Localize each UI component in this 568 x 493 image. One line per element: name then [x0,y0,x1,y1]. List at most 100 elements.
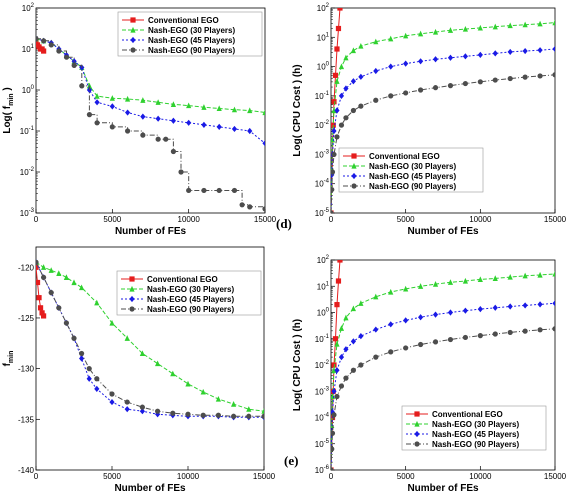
data-point [388,321,394,328]
data-point [41,264,47,270]
data-point [338,92,345,99]
y-tick-label: 100 [22,85,35,95]
data-point [522,74,528,80]
data-point [334,367,340,374]
data-point [477,79,483,85]
data-point [170,370,176,377]
data-point [552,326,555,332]
y-tick-label: 101 [317,32,330,42]
data-point [86,112,93,118]
data-point [552,45,555,53]
legend-marker [351,153,357,159]
x-tick-label: 15000 [544,472,567,481]
data-point [331,367,337,373]
data-point [39,310,45,316]
data-point [331,446,335,452]
data-point [537,20,543,27]
y-tick-label: 10-2 [315,360,330,370]
series-line-3 [331,302,555,470]
data-point [94,120,100,126]
legend-label: Nash-EGO (45 Players) [432,430,519,439]
data-point [373,354,379,360]
data-point [261,413,264,419]
data-point [178,169,184,175]
data-point [56,270,62,276]
data-point [125,128,131,134]
data-point [332,336,339,342]
data-point [350,305,356,312]
data-point [462,80,468,87]
legend-label: Conventional EGO [148,16,219,25]
data-point [200,412,206,418]
data-point [338,63,345,70]
data-point [492,304,498,311]
data-point [477,305,483,313]
data-point [332,72,339,78]
data-point [522,47,528,55]
series-line-2 [331,22,555,213]
legend-marker [414,430,420,438]
y-tick-label: 10-3 [20,208,35,218]
data-point [185,380,191,387]
data-point [522,328,528,334]
data-point [139,404,145,410]
data-point [94,93,100,99]
data-point [36,264,39,270]
data-point [246,413,252,419]
data-point [338,122,345,128]
data-point [522,272,528,279]
data-point [247,107,253,114]
data-point [37,305,44,311]
data-point [247,204,253,210]
data-point [185,411,191,417]
data-point [350,338,356,345]
data-point [124,406,130,413]
legend-label: Nash-EGO (30 Players) [369,162,456,171]
series-line-4 [331,328,555,470]
data-point [337,260,343,263]
data-point [492,23,498,30]
data-point [331,362,337,368]
data-point [373,67,379,75]
legend-label: Nash-EGO (30 Players) [148,26,235,35]
data-point [246,406,252,412]
y-tick-label: 10-2 [315,120,330,130]
data-point [358,42,364,49]
data-point [109,124,115,130]
data-point [335,278,342,284]
data-point [343,375,349,381]
data-point [163,136,169,142]
data-point [537,271,543,278]
data-point [418,341,424,348]
data-point [139,408,145,415]
y-tick-label: 101 [317,281,330,291]
data-point [418,58,424,65]
x-tick-label: 0 [34,215,39,224]
data-point [343,85,349,92]
plot-area [36,259,264,421]
y-axis-label: Log( CPU Cost ) (h) [292,319,303,411]
data-point [186,102,192,109]
data-point [215,395,221,402]
data-point [231,401,237,407]
data-point [79,83,85,89]
data-point [262,206,265,212]
y-axis-label: Log( fmin ) [2,87,15,133]
legend-marker [351,162,357,169]
data-point [331,412,337,418]
data-point [388,35,394,42]
data-point [432,311,439,318]
data-point [358,333,364,340]
data-point [403,60,409,67]
y-tick-label: -135 [18,415,35,424]
y-tick-label: -130 [18,365,35,374]
data-point [350,47,356,54]
data-point [388,93,394,99]
data-point [418,30,424,37]
data-point [358,73,364,80]
series-line-3 [36,38,265,144]
data-point [537,301,543,308]
